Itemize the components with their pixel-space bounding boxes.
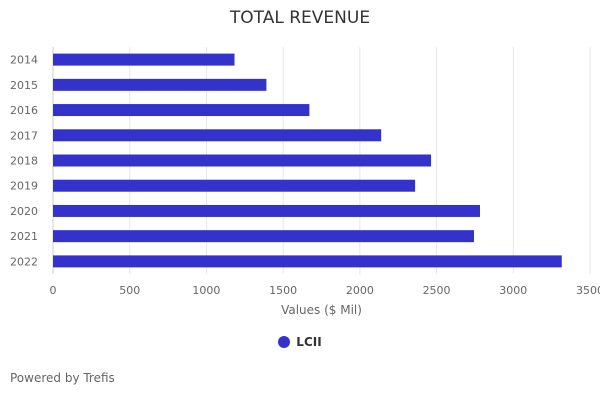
x-tick-label: 2000 (346, 284, 374, 297)
y-tick-label: 2014 (10, 54, 38, 67)
y-tick-label: 2016 (10, 104, 38, 117)
y-tick-label: 2017 (10, 129, 38, 142)
x-tick-label: 3000 (499, 284, 527, 297)
x-tick-label: 2500 (423, 284, 451, 297)
x-tick-label: 1000 (192, 284, 220, 297)
y-tick-label: 2018 (10, 155, 38, 168)
x-tick-label: 1500 (269, 284, 297, 297)
legend[interactable]: LCII (0, 335, 600, 349)
y-tick-label: 2019 (10, 180, 38, 193)
bar (53, 53, 235, 66)
y-tick-label: 2021 (10, 230, 38, 243)
y-tick-label: 2015 (10, 79, 38, 92)
bar (53, 179, 416, 192)
bar (53, 154, 432, 167)
y-tick-label: 2022 (10, 255, 38, 268)
x-tick-label: 500 (119, 284, 140, 297)
bar (53, 129, 382, 142)
powered-by: Powered by Trefis (10, 371, 115, 385)
bar (53, 204, 480, 217)
bar (53, 230, 475, 243)
bar (53, 104, 310, 117)
x-axis-label: Values ($ Mil) (281, 303, 362, 317)
x-tick-label: 3500 (576, 284, 600, 297)
chart-title: TOTAL REVENUE (229, 8, 371, 28)
bar-chart: 0 500 1000 1500 2000 2500 3000 3500 2014 2015 2016… (10, 47, 600, 317)
y-tick-label: 2020 (10, 205, 38, 218)
legend-marker (278, 336, 291, 348)
legend-label: LCII (296, 335, 322, 349)
bar (53, 255, 562, 268)
bar (53, 78, 267, 91)
x-tick-label: 0 (50, 284, 57, 297)
